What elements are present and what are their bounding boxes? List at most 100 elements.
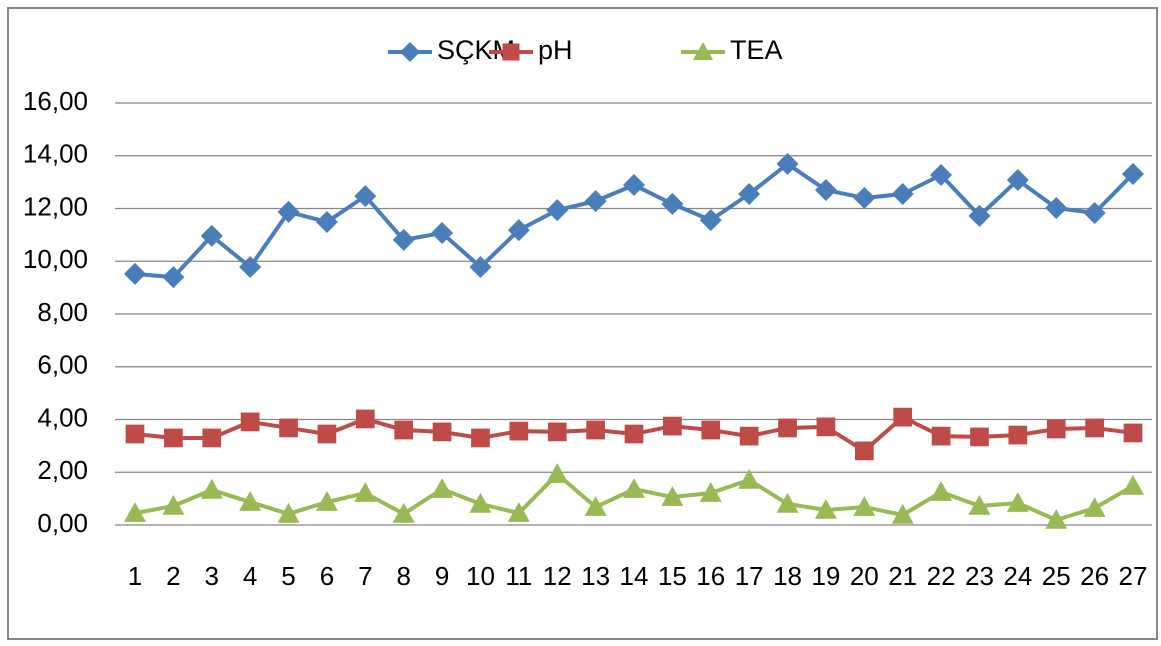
y-tick-label: 2,00 — [37, 455, 88, 485]
marker — [814, 179, 837, 202]
x-tick-label: 13 — [581, 561, 610, 591]
x-tick-label: 14 — [620, 561, 649, 591]
marker — [661, 193, 684, 216]
marker — [968, 495, 991, 515]
x-tick-label: 3 — [205, 561, 219, 591]
x-tick-label: 21 — [888, 561, 917, 591]
y-tick-label: 8,00 — [37, 297, 88, 327]
marker — [124, 502, 146, 522]
y-tick-label: 12,00 — [23, 191, 88, 221]
marker — [164, 428, 183, 448]
x-tick-label: 22 — [927, 561, 956, 591]
marker — [124, 262, 146, 285]
marker — [1006, 492, 1029, 512]
marker — [968, 204, 991, 227]
marker — [930, 481, 953, 501]
marker — [1045, 508, 1068, 529]
marker — [277, 200, 300, 223]
marker — [162, 495, 185, 515]
marker — [853, 186, 876, 209]
marker — [392, 502, 415, 523]
marker — [354, 482, 377, 502]
marker — [1046, 419, 1066, 439]
marker — [1008, 425, 1028, 445]
marker — [200, 478, 223, 499]
marker — [701, 420, 721, 440]
x-tick-label: 19 — [811, 561, 840, 591]
marker — [279, 418, 298, 438]
marker — [469, 492, 492, 513]
marker — [776, 152, 799, 175]
marker — [663, 416, 682, 436]
marker — [814, 498, 837, 519]
marker — [586, 420, 605, 440]
chart-border — [7, 7, 1158, 640]
y-tick-label: 0,00 — [37, 508, 88, 538]
x-tick-label: 26 — [1080, 561, 1109, 591]
x-tick-label: 5 — [281, 561, 295, 591]
legend-marker — [502, 43, 520, 61]
marker — [507, 502, 530, 522]
marker — [547, 422, 567, 442]
marker — [240, 412, 260, 432]
marker — [431, 222, 454, 245]
x-tick-label: 17 — [735, 561, 764, 591]
marker — [623, 478, 645, 498]
marker — [431, 478, 454, 498]
marker — [893, 407, 913, 427]
legend-label: pH — [538, 35, 573, 65]
marker — [776, 492, 799, 513]
marker — [1122, 162, 1144, 185]
marker — [699, 209, 722, 232]
x-tick-label: 10 — [466, 561, 495, 591]
marker — [317, 424, 337, 444]
marker — [1083, 497, 1106, 517]
marker — [891, 182, 914, 205]
marker — [1083, 201, 1106, 224]
x-tick-label: 1 — [128, 561, 142, 591]
marker — [661, 486, 684, 506]
marker — [738, 468, 761, 489]
y-tick-label: 10,00 — [23, 244, 88, 274]
marker — [739, 426, 759, 446]
marker — [778, 418, 797, 438]
marker — [432, 422, 452, 442]
marker — [239, 256, 262, 279]
marker — [699, 482, 722, 502]
marker — [125, 424, 145, 444]
marker — [1123, 423, 1143, 443]
marker — [277, 502, 300, 523]
marker — [162, 266, 185, 289]
marker — [623, 174, 645, 197]
marker — [584, 190, 607, 213]
marker — [624, 424, 644, 444]
marker — [315, 210, 338, 233]
x-tick-label: 8 — [396, 561, 410, 591]
marker — [1085, 418, 1104, 438]
x-tick-label: 7 — [358, 561, 372, 591]
marker — [1045, 196, 1068, 219]
y-tick-label: 16,00 — [23, 86, 88, 116]
marker — [891, 503, 914, 524]
marker — [200, 224, 223, 247]
marker — [507, 219, 530, 242]
y-tick-label: 14,00 — [23, 139, 88, 169]
x-tick-label: 2 — [166, 561, 180, 591]
marker — [394, 420, 414, 440]
marker — [853, 496, 876, 516]
x-tick-label: 4 — [243, 561, 257, 591]
marker — [1006, 169, 1029, 192]
x-tick-label: 25 — [1042, 561, 1071, 591]
marker — [854, 441, 874, 461]
x-tick-label: 27 — [1119, 561, 1148, 591]
marker — [816, 417, 836, 437]
x-tick-label: 15 — [658, 561, 687, 591]
marker — [584, 496, 607, 516]
marker — [469, 256, 492, 279]
marker — [471, 428, 490, 448]
marker — [738, 182, 761, 205]
marker — [202, 428, 222, 448]
marker — [392, 228, 415, 251]
y-tick-label: 6,00 — [37, 350, 88, 380]
